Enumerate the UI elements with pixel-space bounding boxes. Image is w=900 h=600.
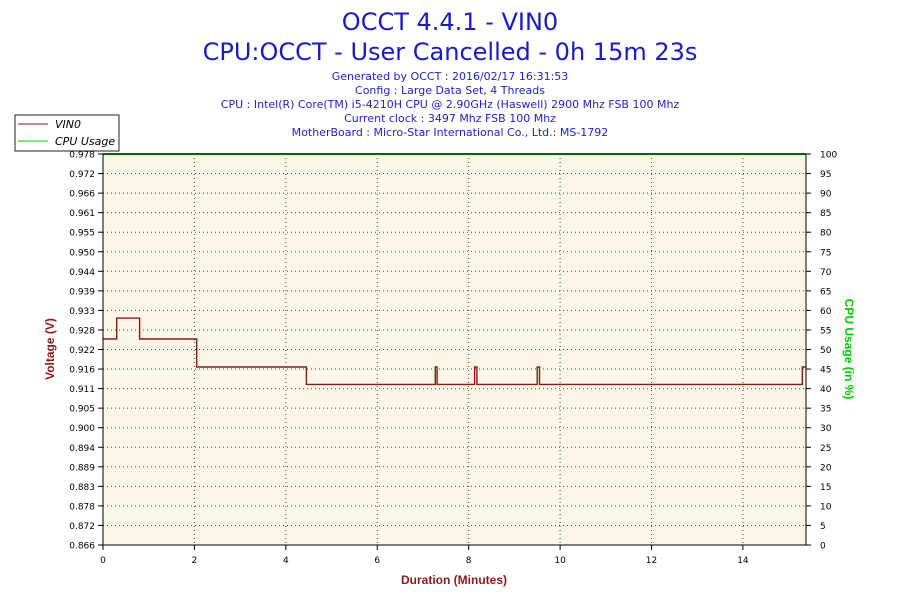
y-tick-label: 0.933 bbox=[69, 307, 95, 317]
y2-tick-label: 80 bbox=[820, 229, 832, 239]
y-tick-label: 0.900 bbox=[69, 424, 95, 434]
y-tick-label: 0.978 bbox=[69, 151, 95, 161]
y2-tick-label: 75 bbox=[820, 248, 831, 258]
y-tick-label: 0.939 bbox=[69, 287, 95, 297]
y-tick-label: 0.894 bbox=[69, 444, 95, 454]
y2-tick-label: 100 bbox=[820, 151, 837, 161]
y-tick-label: 0.922 bbox=[69, 346, 95, 356]
y2-tick-label: 60 bbox=[820, 307, 832, 317]
legend: VIN0 CPU Usage bbox=[14, 114, 120, 152]
bottom-axis: 0 2 4 6 8 10 12 14 bbox=[100, 545, 749, 566]
plot-background bbox=[103, 154, 806, 545]
y-tick-label: 0.944 bbox=[69, 268, 95, 278]
y2-tick-label: 95 bbox=[820, 170, 831, 180]
y2-tick-label: 0 bbox=[820, 542, 826, 552]
y2-tick-label: 30 bbox=[820, 424, 832, 434]
legend-label-vin0: VIN0 bbox=[55, 118, 81, 131]
x-tick-label: 2 bbox=[192, 556, 198, 566]
y-tick-label: 0.955 bbox=[69, 229, 95, 239]
y2-tick-label: 25 bbox=[820, 444, 831, 454]
y-tick-label: 0.883 bbox=[69, 483, 95, 493]
y-tick-label: 0.878 bbox=[69, 502, 95, 512]
y2-tick-label: 20 bbox=[820, 463, 832, 473]
legend-box bbox=[14, 114, 120, 152]
y-tick-label: 0.905 bbox=[69, 405, 95, 415]
info-generated: Generated by OCCT : 2016/02/17 16:31:53 bbox=[332, 70, 569, 83]
chart-header: OCCT 4.4.1 - VIN0 CPU:OCCT - User Cancel… bbox=[203, 8, 698, 139]
x-tick-label: 6 bbox=[374, 556, 380, 566]
chart-subtitle: CPU:OCCT - User Cancelled - 0h 15m 23s bbox=[203, 38, 698, 66]
x-tick-label: 8 bbox=[466, 556, 472, 566]
y2-tick-label: 45 bbox=[820, 366, 831, 376]
x-tick-label: 10 bbox=[554, 556, 566, 566]
x-tick-label: 0 bbox=[100, 556, 106, 566]
y2-tick-label: 5 bbox=[820, 522, 826, 532]
y-tick-label: 0.950 bbox=[69, 248, 95, 258]
x-tick-label: 14 bbox=[737, 556, 749, 566]
legend-label-cpu-usage: CPU Usage bbox=[55, 135, 115, 148]
left-axis: 0.866 0.872 0.878 0.883 0.889 0.894 0.900 0.905… bbox=[69, 151, 103, 552]
y-tick-label: 0.872 bbox=[69, 522, 95, 532]
info-motherboard: MotherBoard : Micro-Star International C… bbox=[292, 126, 609, 139]
y2-tick-label: 85 bbox=[820, 209, 831, 219]
y2-tick-label: 40 bbox=[820, 385, 832, 395]
info-clock: Current clock : 3497 Mhz FSB 100 Mhz bbox=[344, 112, 556, 125]
right-axis: 0 5 10 15 20 25 30 35 40 45 50 55 60 65 70 75 80 85 90 95 10… bbox=[806, 151, 837, 552]
x-tick-label: 4 bbox=[283, 556, 289, 566]
y-tick-label: 0.961 bbox=[69, 209, 95, 219]
y-tick-label: 0.911 bbox=[69, 385, 95, 395]
y2-tick-label: 55 bbox=[820, 326, 831, 336]
series-line-vin0 bbox=[103, 317, 806, 386]
chart-title: OCCT 4.4.1 - VIN0 bbox=[342, 8, 558, 36]
y-tick-label: 0.916 bbox=[69, 366, 95, 376]
y-tick-label: 0.866 bbox=[69, 542, 95, 552]
y-axis-label: Voltage (V) bbox=[43, 318, 57, 380]
y2-tick-label: 50 bbox=[820, 346, 832, 356]
y-tick-label: 0.966 bbox=[69, 190, 95, 200]
y-tick-label: 0.972 bbox=[69, 170, 95, 180]
y2-tick-label: 15 bbox=[820, 483, 831, 493]
info-config: Config : Large Data Set, 4 Threads bbox=[355, 84, 545, 97]
info-cpu: CPU : Intel(R) Core(TM) i5-4210H CPU @ 2… bbox=[221, 98, 680, 111]
y2-tick-label: 90 bbox=[820, 190, 832, 200]
y2-axis-label: CPU Usage (in %) bbox=[842, 299, 856, 400]
x-tick-label: 12 bbox=[646, 556, 657, 566]
y2-tick-label: 35 bbox=[820, 405, 831, 415]
plot-area bbox=[102, 153, 807, 546]
x-axis-label: Duration (Minutes) bbox=[401, 573, 507, 587]
y-tick-label: 0.928 bbox=[69, 326, 95, 336]
y2-tick-label: 65 bbox=[820, 287, 831, 297]
y2-tick-label: 10 bbox=[820, 502, 832, 512]
y2-tick-label: 70 bbox=[820, 268, 832, 278]
y-tick-label: 0.889 bbox=[69, 463, 95, 473]
